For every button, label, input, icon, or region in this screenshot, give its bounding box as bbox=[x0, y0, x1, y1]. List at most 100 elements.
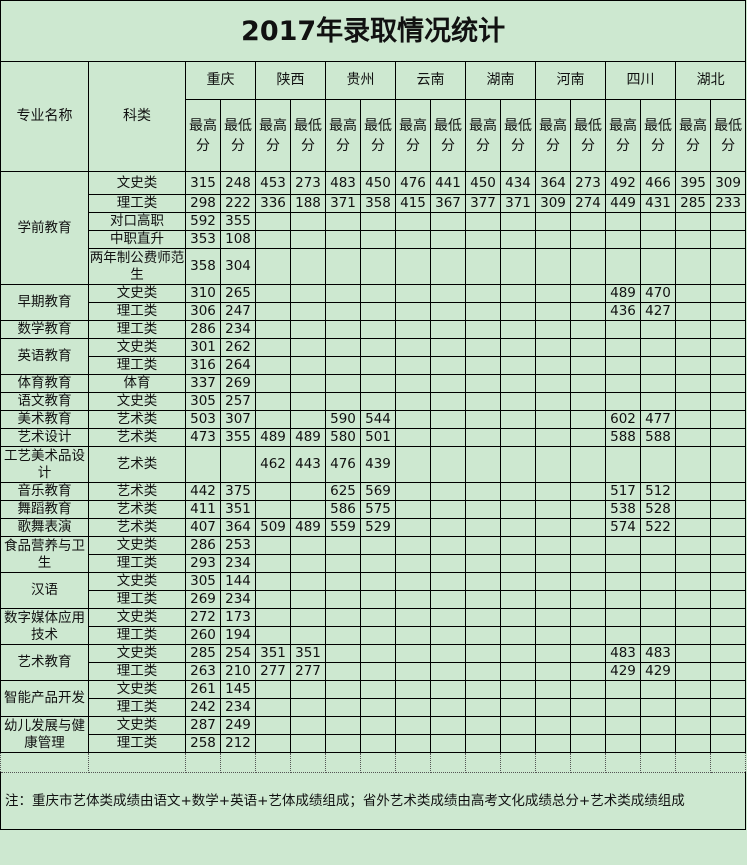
score-cell: 301 bbox=[185, 338, 221, 357]
score-cell: 442 bbox=[185, 482, 221, 501]
score-cell bbox=[500, 482, 536, 501]
score-cell bbox=[255, 626, 291, 645]
score-cell bbox=[325, 572, 361, 591]
category: 文史类 bbox=[88, 392, 186, 411]
score-cell: 522 bbox=[640, 518, 676, 537]
score-cell bbox=[675, 302, 711, 321]
score-cell: 529 bbox=[360, 518, 396, 537]
header-max-score: 最高分 bbox=[675, 99, 711, 172]
score-cell bbox=[535, 284, 571, 303]
score-cell bbox=[465, 590, 501, 609]
score-cell bbox=[325, 356, 361, 375]
category: 文史类 bbox=[88, 536, 186, 555]
empty-cell bbox=[290, 752, 326, 773]
header-max-score: 最高分 bbox=[465, 99, 501, 172]
score-cell: 274 bbox=[570, 194, 606, 213]
score-cell: 264 bbox=[220, 356, 256, 375]
score-cell bbox=[535, 230, 571, 249]
score-cell bbox=[255, 572, 291, 591]
header-province: 河南 bbox=[535, 61, 606, 100]
score-cell bbox=[465, 410, 501, 429]
score-cell bbox=[360, 662, 396, 681]
score-cell bbox=[605, 536, 641, 555]
category: 理工类 bbox=[88, 590, 186, 609]
score-cell bbox=[535, 482, 571, 501]
empty-cell bbox=[570, 752, 606, 773]
score-cell: 242 bbox=[185, 698, 221, 717]
score-cell bbox=[360, 284, 396, 303]
score-cell bbox=[570, 392, 606, 411]
score-cell bbox=[290, 410, 326, 429]
score-cell bbox=[570, 626, 606, 645]
score-cell bbox=[360, 590, 396, 609]
score-cell bbox=[395, 680, 431, 699]
score-cell bbox=[570, 302, 606, 321]
score-cell: 470 bbox=[640, 284, 676, 303]
empty-cell bbox=[88, 752, 186, 773]
score-cell bbox=[430, 608, 466, 627]
major-name: 英语教育 bbox=[0, 338, 89, 375]
score-cell bbox=[500, 608, 536, 627]
score-cell bbox=[290, 536, 326, 555]
score-cell bbox=[325, 608, 361, 627]
score-cell bbox=[395, 428, 431, 447]
score-cell bbox=[430, 320, 466, 339]
category: 理工类 bbox=[88, 698, 186, 717]
score-cell bbox=[430, 626, 466, 645]
score-cell bbox=[570, 482, 606, 501]
score-cell bbox=[395, 608, 431, 627]
category: 理工类 bbox=[88, 626, 186, 645]
score-cell: 355 bbox=[220, 212, 256, 231]
score-cell: 305 bbox=[185, 392, 221, 411]
major-name: 艺术设计 bbox=[0, 428, 89, 447]
category: 中职直升 bbox=[88, 230, 186, 249]
score-cell: 234 bbox=[220, 554, 256, 573]
score-cell bbox=[709, 212, 747, 231]
header-max-score: 最高分 bbox=[395, 99, 431, 172]
score-cell bbox=[430, 536, 466, 555]
score-cell bbox=[255, 608, 291, 627]
score-cell: 512 bbox=[640, 482, 676, 501]
score-cell bbox=[640, 572, 676, 591]
score-cell bbox=[325, 716, 361, 735]
score-cell: 287 bbox=[185, 716, 221, 735]
score-cell: 489 bbox=[255, 428, 291, 447]
major-name: 音乐教育 bbox=[0, 482, 89, 501]
score-cell bbox=[709, 500, 747, 519]
score-cell bbox=[500, 302, 536, 321]
score-cell bbox=[395, 518, 431, 537]
major-name: 幼儿发展与健康管理 bbox=[0, 716, 89, 753]
score-cell bbox=[605, 680, 641, 699]
score-cell bbox=[430, 284, 466, 303]
score-cell bbox=[570, 500, 606, 519]
score-cell bbox=[465, 698, 501, 717]
score-cell bbox=[709, 320, 747, 339]
header-min-score: 最低分 bbox=[570, 99, 606, 172]
score-cell: 375 bbox=[220, 482, 256, 501]
score-cell bbox=[430, 644, 466, 663]
score-cell bbox=[709, 608, 747, 627]
empty-row bbox=[0, 752, 747, 773]
score-cell bbox=[255, 320, 291, 339]
score-cell bbox=[395, 392, 431, 411]
score-cell bbox=[640, 698, 676, 717]
header-province: 四川 bbox=[605, 61, 676, 100]
category: 艺术类 bbox=[88, 428, 186, 447]
score-cell bbox=[430, 302, 466, 321]
score-cell bbox=[465, 392, 501, 411]
score-cell bbox=[220, 446, 256, 483]
score-cell bbox=[290, 572, 326, 591]
table-row: 数字媒体应用技术 文史类 272 173 bbox=[0, 608, 747, 645]
score-cell bbox=[640, 590, 676, 609]
score-cell bbox=[290, 356, 326, 375]
major-name: 工艺美术品设计 bbox=[0, 446, 89, 483]
score-cell bbox=[255, 554, 291, 573]
score-cell bbox=[395, 572, 431, 591]
major-name: 数学教育 bbox=[0, 320, 89, 339]
score-cell: 538 bbox=[605, 500, 641, 519]
score-cell bbox=[675, 248, 711, 285]
score-cell bbox=[255, 248, 291, 285]
score-cell bbox=[465, 230, 501, 249]
score-cell bbox=[465, 446, 501, 483]
score-cell: 371 bbox=[325, 194, 361, 213]
